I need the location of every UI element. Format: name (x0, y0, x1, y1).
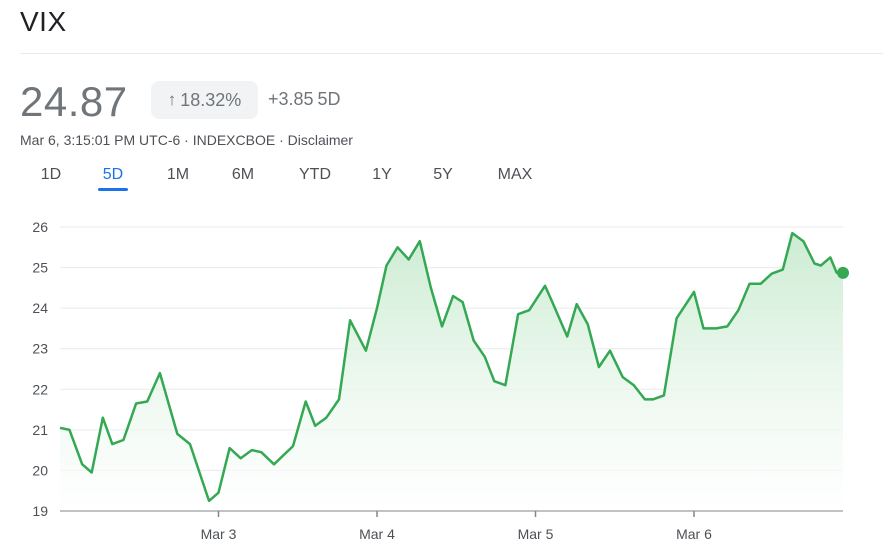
price-area-fill (60, 233, 843, 511)
y-tick-label: 22 (32, 381, 48, 397)
percent-change-badge: ↑ 18.32% (151, 81, 258, 119)
x-axis-labels: Mar 3 Mar 4 Mar 5 Mar 6 (201, 511, 712, 542)
tab-6m[interactable]: 6M (231, 166, 255, 183)
tab-max[interactable]: MAX (497, 166, 533, 183)
y-axis-labels: 26 25 24 23 22 21 20 19 (32, 219, 48, 519)
price-chart[interactable]: 26 25 24 23 22 21 20 19 Mar 3 Mar 4 Mar 5 Mar 6 (0, 200, 883, 554)
arrow-up-icon: ↑ (167, 90, 177, 109)
range-tabs: 1D 5D 1M 6M YTD 1Y 5Y MAX (0, 160, 600, 194)
y-tick-label: 19 (32, 503, 48, 519)
y-tick-label: 25 (32, 260, 48, 276)
tab-1m[interactable]: 1M (166, 166, 190, 183)
tab-1d[interactable]: 1D (40, 166, 62, 183)
last-price-marker (837, 266, 849, 279)
y-tick-label: 24 (32, 300, 48, 316)
quote-meta: Mar 6, 3:15:01 PM UTC-6 · INDEXCBOE · Di… (20, 132, 353, 148)
tab-ytd[interactable]: YTD (299, 166, 331, 183)
tab-5y[interactable]: 5Y (433, 166, 453, 183)
change-period: 5D (317, 89, 341, 109)
tab-5d[interactable]: 5D (102, 166, 124, 183)
y-tick-label: 21 (32, 422, 48, 438)
percent-change-value: 18.32% (180, 89, 242, 110)
x-tick-label: Mar 3 (201, 526, 237, 542)
y-tick-label: 20 (32, 462, 48, 478)
header-divider (20, 53, 883, 54)
current-price: 24.87 (20, 78, 128, 125)
price-line (59, 231, 843, 503)
active-tab-indicator (98, 188, 128, 191)
tab-1y[interactable]: 1Y (372, 166, 392, 183)
x-tick-label: Mar 5 (518, 526, 554, 542)
ticker-title: VIX (20, 6, 67, 37)
x-tick-label: Mar 4 (359, 526, 395, 542)
y-tick-label: 23 (32, 341, 48, 357)
y-tick-label: 26 (32, 219, 48, 235)
absolute-change: +3.85 5D (268, 89, 341, 110)
x-tick-label: Mar 6 (676, 526, 712, 542)
absolute-change-value: +3.85 (268, 89, 314, 109)
